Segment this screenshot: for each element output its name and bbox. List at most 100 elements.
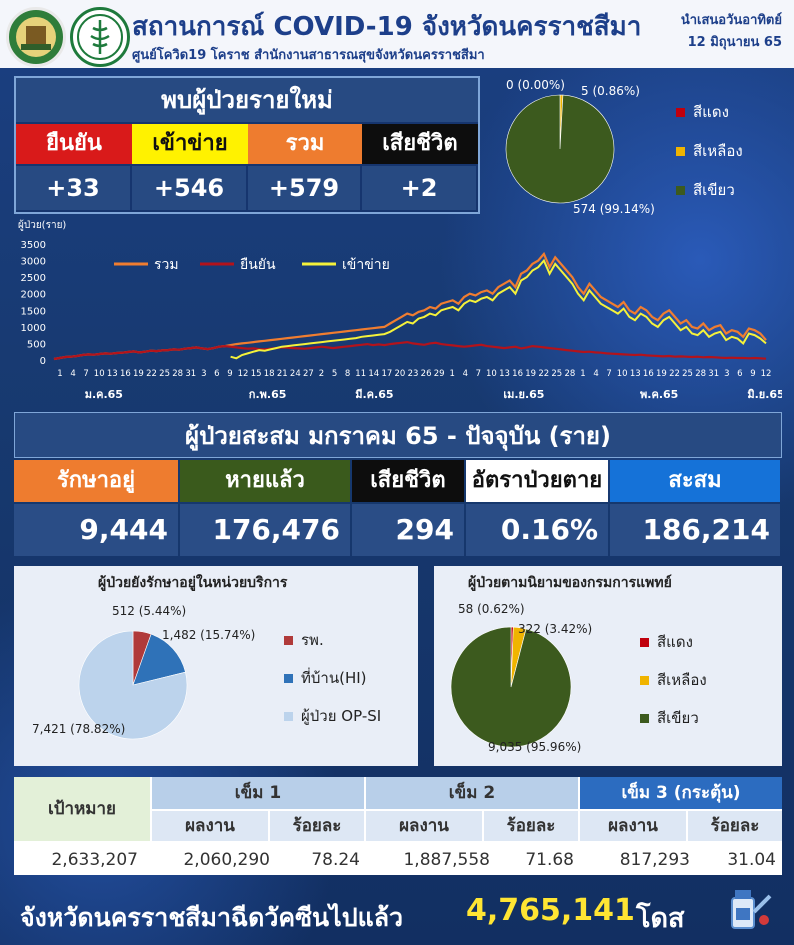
new-case-value-0: +33	[16, 166, 132, 210]
legend-swatch	[640, 714, 649, 723]
x-tick-label: 17	[381, 369, 392, 379]
pie-top-label-yellow: 5 (0.86%)	[581, 84, 640, 98]
severity-legend-top: สีแดงสีเหลืองสีเขียว	[676, 100, 743, 217]
dose1-work: 2,060,290	[183, 850, 270, 870]
y-tick-label: 2500	[21, 273, 46, 284]
x-tick-label: 4	[70, 369, 75, 379]
x-tick-label: 8	[345, 369, 350, 379]
x-tick-label: 13	[630, 369, 641, 379]
x-tick-label: 9	[750, 369, 755, 379]
y-tick-label: 2000	[21, 290, 46, 301]
x-tick-label: 18	[264, 369, 275, 379]
x-tick-label: 28	[564, 369, 575, 379]
x-tick-label: 7	[606, 369, 611, 379]
x-tick-label: 6	[737, 369, 742, 379]
x-tick-label: 1	[450, 369, 455, 379]
x-tick-label: 25	[551, 369, 562, 379]
legend-label: สีเหลือง	[693, 142, 743, 160]
header-bar	[0, 0, 794, 68]
x-tick-label: 29	[434, 369, 445, 379]
x-tick-label: 25	[682, 369, 693, 379]
legend-label: สีเหลือง	[657, 671, 707, 689]
dose2-work-header: ผลงาน	[366, 811, 482, 841]
legend-label: รวม	[154, 257, 179, 273]
legend-label: สีแดง	[657, 633, 693, 651]
legend-item: ที่บ้าน(HI)	[284, 666, 381, 690]
service-title: ผู้ป่วยยังรักษาอยู่ในหน่วยบริการ	[98, 575, 288, 591]
legend-swatch	[640, 676, 649, 685]
legend-swatch	[676, 108, 685, 117]
x-tick-label: 21	[277, 369, 288, 379]
cumulative-value-2: 294	[352, 504, 464, 556]
service-pie	[78, 630, 188, 740]
x-tick-label: 12	[761, 369, 772, 379]
legend-label: ยืนยัน	[240, 257, 276, 273]
x-tick-label: 10	[617, 369, 628, 379]
daily-cases-chart: ผู้ป่วย(ราย) 3500 3000 2500 2000 1500 1000 500 0…	[18, 219, 782, 401]
dose3-work: 817,293	[619, 850, 690, 870]
legend-swatch	[284, 712, 293, 721]
y-tick-label: 0	[40, 356, 46, 367]
x-tick-label: 2	[319, 369, 324, 379]
new-case-label-1: เข้าข่าย	[132, 124, 248, 164]
x-tick-label: 3	[201, 369, 206, 379]
legend-label: สีแดง	[693, 103, 729, 121]
cumulative-label-2: เสียชีวิต	[352, 460, 464, 502]
legend-swatch	[284, 636, 293, 645]
vaccine-table: เป้าหมาย เข็ม 1 เข็ม 2 เข็ม 3 (กระตุ้น) …	[14, 777, 782, 875]
dose2-pct: 71.68	[525, 850, 574, 870]
x-tick-label: 19	[656, 369, 667, 379]
x-tick-label: 6	[214, 369, 219, 379]
date-label: 12 มิถุนายน 65	[687, 35, 782, 50]
legend-label: รพ.	[301, 631, 324, 649]
cumulative-value-1: 176,476	[180, 504, 350, 556]
cumulative-label-0: รักษาอยู่	[14, 460, 178, 502]
new-case-value-2: +579	[248, 166, 362, 210]
month-label: พ.ค.65	[640, 388, 678, 401]
legend-item: รพ.	[284, 628, 381, 652]
new-case-value-1: +546	[132, 166, 248, 210]
legend-item: สีเหลือง	[640, 668, 707, 692]
new-case-label-0: ยืนยัน	[16, 124, 132, 164]
x-tick-label: 28	[695, 369, 706, 379]
x-tick-label: 16	[643, 369, 654, 379]
x-tick-label: 27	[303, 369, 314, 379]
legend-swatch	[640, 638, 649, 647]
pie-slice	[505, 94, 615, 204]
dose1-header: เข็ม 1	[152, 777, 364, 809]
service-label-c: 7,421 (78.82%)	[32, 722, 126, 736]
dose2-work: 1,887,558	[403, 850, 490, 870]
new-cases-panel: พบผู้ป่วยรายใหม่ ยืนยัน เข้าข่าย รวม เสียชี…	[14, 76, 480, 214]
definition-label-b: 322 (3.42%)	[518, 622, 593, 636]
dose1-pct-header: ร้อยละ	[270, 811, 364, 841]
vaccine-summary-text: จังหวัดนครราชสีมาฉีดวัคซีนไปแล้ว	[20, 903, 404, 932]
y-tick-label: 1500	[21, 306, 46, 317]
vaccine-summary-value: 4,765,141	[466, 893, 635, 928]
pie-slice	[132, 633, 186, 686]
dose2-pct-header: ร้อยละ	[484, 811, 578, 841]
x-tick-label: 3	[724, 369, 729, 379]
y-tick-label: 500	[27, 339, 46, 350]
report-date: นำเสนอวันอาทิตย์ 12 มิถุนายน 65	[681, 10, 782, 54]
month-label: มี.ค.65	[355, 388, 393, 401]
severity-pie-top	[505, 94, 615, 204]
definition-pie	[450, 626, 572, 748]
y-axis-label: ผู้ป่วย(ราย)	[18, 219, 66, 231]
month-label: เม.ย.65	[503, 388, 544, 401]
x-tick-label: 19	[133, 369, 144, 379]
x-tick-label: 20	[395, 369, 406, 379]
x-tick-label: 9	[227, 369, 232, 379]
moph-logo	[70, 7, 130, 67]
target-header: เป้าหมาย	[14, 777, 150, 841]
x-tick-label: 5	[332, 369, 337, 379]
month-label: ก.พ.65	[249, 388, 287, 401]
dose3-pct: 31.04	[727, 850, 776, 870]
x-tick-label: 16	[120, 369, 131, 379]
cumulative-title: ผู้ป่วยสะสม มกราคม 65 - ปัจจุบัน (ราย)	[14, 412, 782, 458]
legend-item: สีเขียว	[640, 706, 707, 730]
pie-slice	[450, 626, 572, 748]
cumulative-panel: ผู้ป่วยสะสม มกราคม 65 - ปัจจุบัน (ราย) ร…	[14, 412, 782, 562]
x-tick-label: 12	[238, 369, 249, 379]
definition-panel: ผู้ป่วยตามนิยามของกรมการแพทย์ 58 (0.62%)…	[434, 566, 782, 766]
legend-item: สีเขียว	[676, 178, 743, 202]
